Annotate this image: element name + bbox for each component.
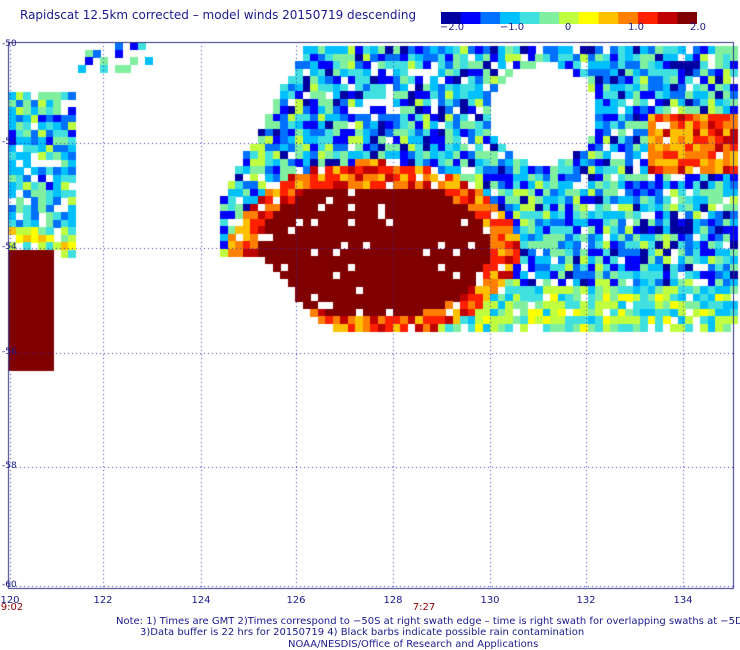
x-tick-label: 130 (480, 595, 500, 606)
colorbar-segment (539, 12, 560, 24)
swath-time-right: 7:27 (412, 602, 436, 613)
note-line-3: NOAA/NESDIS/Office of Research and Appli… (288, 639, 539, 650)
x-tick-label: 134 (673, 595, 693, 606)
map-title: Rapidscat 12.5km corrected – model winds… (20, 8, 417, 22)
colorbar (441, 9, 698, 28)
colorbar-label-neg1: −1.0 (499, 22, 525, 33)
colorbar-segment (460, 12, 481, 24)
y-tick-label: -60 (2, 580, 17, 590)
x-tick-label: 132 (576, 595, 596, 606)
colorbar-label-max: 2.0 (690, 22, 706, 33)
colorbar-segment (618, 12, 639, 24)
x-tick-label: 126 (286, 595, 306, 606)
colorbar-segment (637, 12, 659, 24)
y-tick-label: -50 (2, 39, 17, 49)
note-line-1: Note: 1) Times are GMT 2)Times correspon… (116, 616, 740, 627)
swath-time-left: 9:02 (0, 602, 24, 613)
x-tick-label: 122 (93, 595, 113, 606)
colorbar-segment (500, 12, 521, 24)
y-tick-label: -52 (2, 137, 17, 147)
colorbar-label-min: −2.0 (439, 22, 465, 33)
colorbar-segment (559, 12, 580, 24)
colorbar-segment (519, 12, 541, 24)
colorbar-segment (480, 12, 501, 24)
y-tick-label: -58 (2, 461, 17, 471)
colorbar-segment (598, 12, 619, 24)
x-tick-label: 128 (383, 595, 403, 606)
colorbar-label-zero: 0 (564, 22, 572, 33)
colorbar-gradient (441, 12, 698, 24)
y-tick-label: -56 (2, 347, 17, 357)
colorbar-segment (657, 12, 678, 24)
x-tick-label: 120 (0, 595, 20, 606)
colorbar-segment (578, 12, 600, 24)
colorbar-segment (677, 12, 698, 24)
x-tick-label: 124 (191, 595, 211, 606)
colorbar-label-pos1: 1.0 (628, 22, 644, 33)
note-line-2: 3)Data buffer is 22 hrs for 20150719 4) … (140, 627, 585, 638)
colorbar-segment (441, 12, 462, 24)
y-tick-label: -54 (2, 242, 17, 252)
